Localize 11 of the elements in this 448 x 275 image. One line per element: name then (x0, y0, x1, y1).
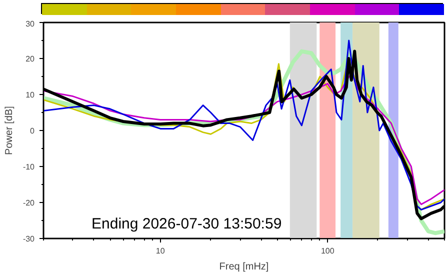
y-tick-label: -30 (22, 234, 36, 244)
y-tick-label: -10 (22, 162, 36, 172)
x-tick-label: 100 (320, 246, 335, 256)
y-tick-label: 20 (26, 54, 36, 64)
y-tick-label: 30 (26, 20, 36, 28)
x-axis-title: Freq [mHz] (219, 262, 269, 272)
y-axis-title: Power [dB] (4, 106, 15, 155)
annotation: Ending 2026-07-30 13:50:59 (92, 216, 282, 232)
y-tick-label: 0 (30, 126, 36, 136)
y-tick-label: 10 (26, 90, 36, 100)
y-tick-label: -20 (22, 198, 36, 208)
